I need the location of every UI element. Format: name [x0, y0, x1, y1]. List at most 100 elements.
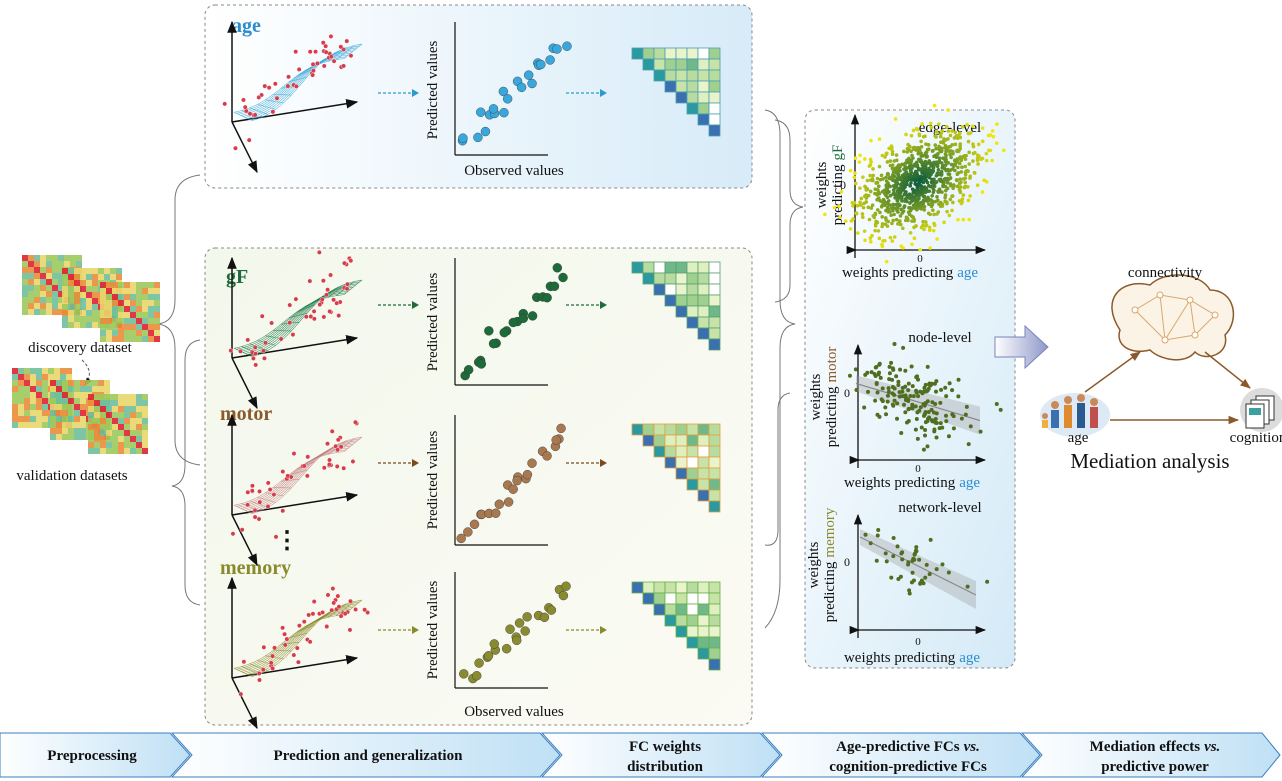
fc-cell — [100, 442, 106, 448]
scatter-dot — [521, 627, 530, 636]
edge-dot — [924, 160, 928, 164]
edge-dot — [868, 218, 872, 222]
surface-dot — [330, 608, 334, 612]
edge-dot — [924, 153, 928, 157]
pipeline-label: predictive power — [1101, 759, 1209, 775]
fc-cell — [18, 368, 24, 374]
fc-cell — [130, 430, 136, 436]
edge-dot — [853, 176, 857, 180]
edge-dot — [958, 177, 962, 181]
surface-dot — [288, 303, 292, 307]
weight-dot — [912, 394, 916, 398]
fc-cell — [74, 310, 80, 316]
edge-dot — [891, 219, 895, 223]
fc-cell — [52, 261, 58, 267]
scatter-dot — [495, 500, 504, 509]
fc-cell — [136, 394, 142, 400]
fc-cell — [68, 398, 74, 404]
fc-cell — [50, 416, 56, 422]
fc-cell — [86, 316, 92, 322]
edge-dot — [945, 202, 949, 206]
edge-dot — [951, 167, 955, 171]
surface-dot — [329, 34, 333, 38]
surface-dot — [311, 62, 315, 66]
edge-dot — [880, 243, 884, 247]
y-axis-label: Predicted values — [425, 580, 441, 679]
fc-cell — [142, 306, 148, 312]
fc-cell — [94, 394, 100, 400]
ellipsis: ⋮ — [275, 528, 299, 554]
surface-dot — [315, 61, 319, 65]
edge-dot — [927, 169, 931, 173]
weight-dot — [878, 362, 882, 366]
weight-dot — [896, 544, 900, 548]
matrix-cell — [709, 114, 720, 125]
y-axis-label: predicting — [830, 164, 846, 225]
fc-cell — [154, 300, 160, 306]
surface-dot — [349, 258, 353, 262]
matrix-cell — [698, 317, 709, 328]
weight-dot — [925, 444, 929, 448]
fc-cell — [142, 436, 148, 442]
fc-cell — [68, 280, 74, 286]
fc-cell — [56, 434, 62, 440]
pipeline-label: cognition-predictive FCs — [829, 759, 987, 775]
matrix-cell — [687, 317, 698, 328]
fc-cell — [86, 274, 92, 280]
fc-cell — [136, 400, 142, 406]
surface-dot — [343, 611, 347, 615]
edge-dot — [878, 211, 882, 215]
pipeline-label: Mediation effects — [1090, 739, 1201, 755]
edge-dot — [838, 215, 842, 219]
edge-dot — [928, 213, 932, 217]
surface-dot — [318, 302, 322, 306]
weight-dot — [893, 342, 897, 346]
edge-dot — [932, 177, 936, 181]
weight-dot — [876, 390, 880, 394]
fc-cell — [74, 292, 80, 298]
edge-dot — [873, 212, 877, 216]
edge-dot — [964, 157, 968, 161]
fc-cell — [124, 306, 130, 312]
surface-dot — [312, 309, 316, 313]
weight-dot — [947, 571, 951, 575]
weight-dot — [928, 572, 932, 576]
edge-dot — [907, 176, 911, 180]
fc-cell — [30, 410, 36, 416]
fc-cell — [124, 312, 130, 318]
surface-dot — [282, 632, 286, 636]
fc-cell — [80, 310, 86, 316]
weight-dot — [934, 390, 938, 394]
surface-dot — [247, 138, 251, 142]
edge-dot — [939, 179, 943, 183]
fc-cell — [36, 422, 42, 428]
edge-dot — [910, 165, 914, 169]
edge-dot — [929, 126, 933, 130]
fc-cell — [112, 324, 118, 330]
edge-dot — [940, 170, 944, 174]
matrix-cell — [632, 262, 643, 273]
matrix-cell — [698, 424, 709, 435]
edge-dot — [908, 206, 912, 210]
edge-dot — [964, 170, 968, 174]
fc-cell — [40, 291, 46, 297]
weight-dot — [915, 417, 919, 421]
surface-dot — [328, 273, 332, 277]
scatter-dot — [477, 359, 486, 368]
fc-cell — [46, 309, 52, 315]
fc-cell — [142, 324, 148, 330]
fc-cell — [80, 404, 86, 410]
surface-dot — [325, 288, 329, 292]
matrix-cell — [665, 604, 676, 615]
surface-dot — [272, 646, 276, 650]
fc-cell — [112, 330, 118, 336]
scatter-dot — [509, 485, 518, 494]
edge-dot — [934, 147, 938, 151]
edge-dot — [880, 174, 884, 178]
x-axis-label: weights predicting — [842, 265, 954, 281]
fc-cell — [74, 298, 80, 304]
fc-cell — [124, 406, 130, 412]
surface-dot — [292, 653, 296, 657]
fc-cell — [136, 430, 142, 436]
surface-dot — [270, 654, 274, 658]
